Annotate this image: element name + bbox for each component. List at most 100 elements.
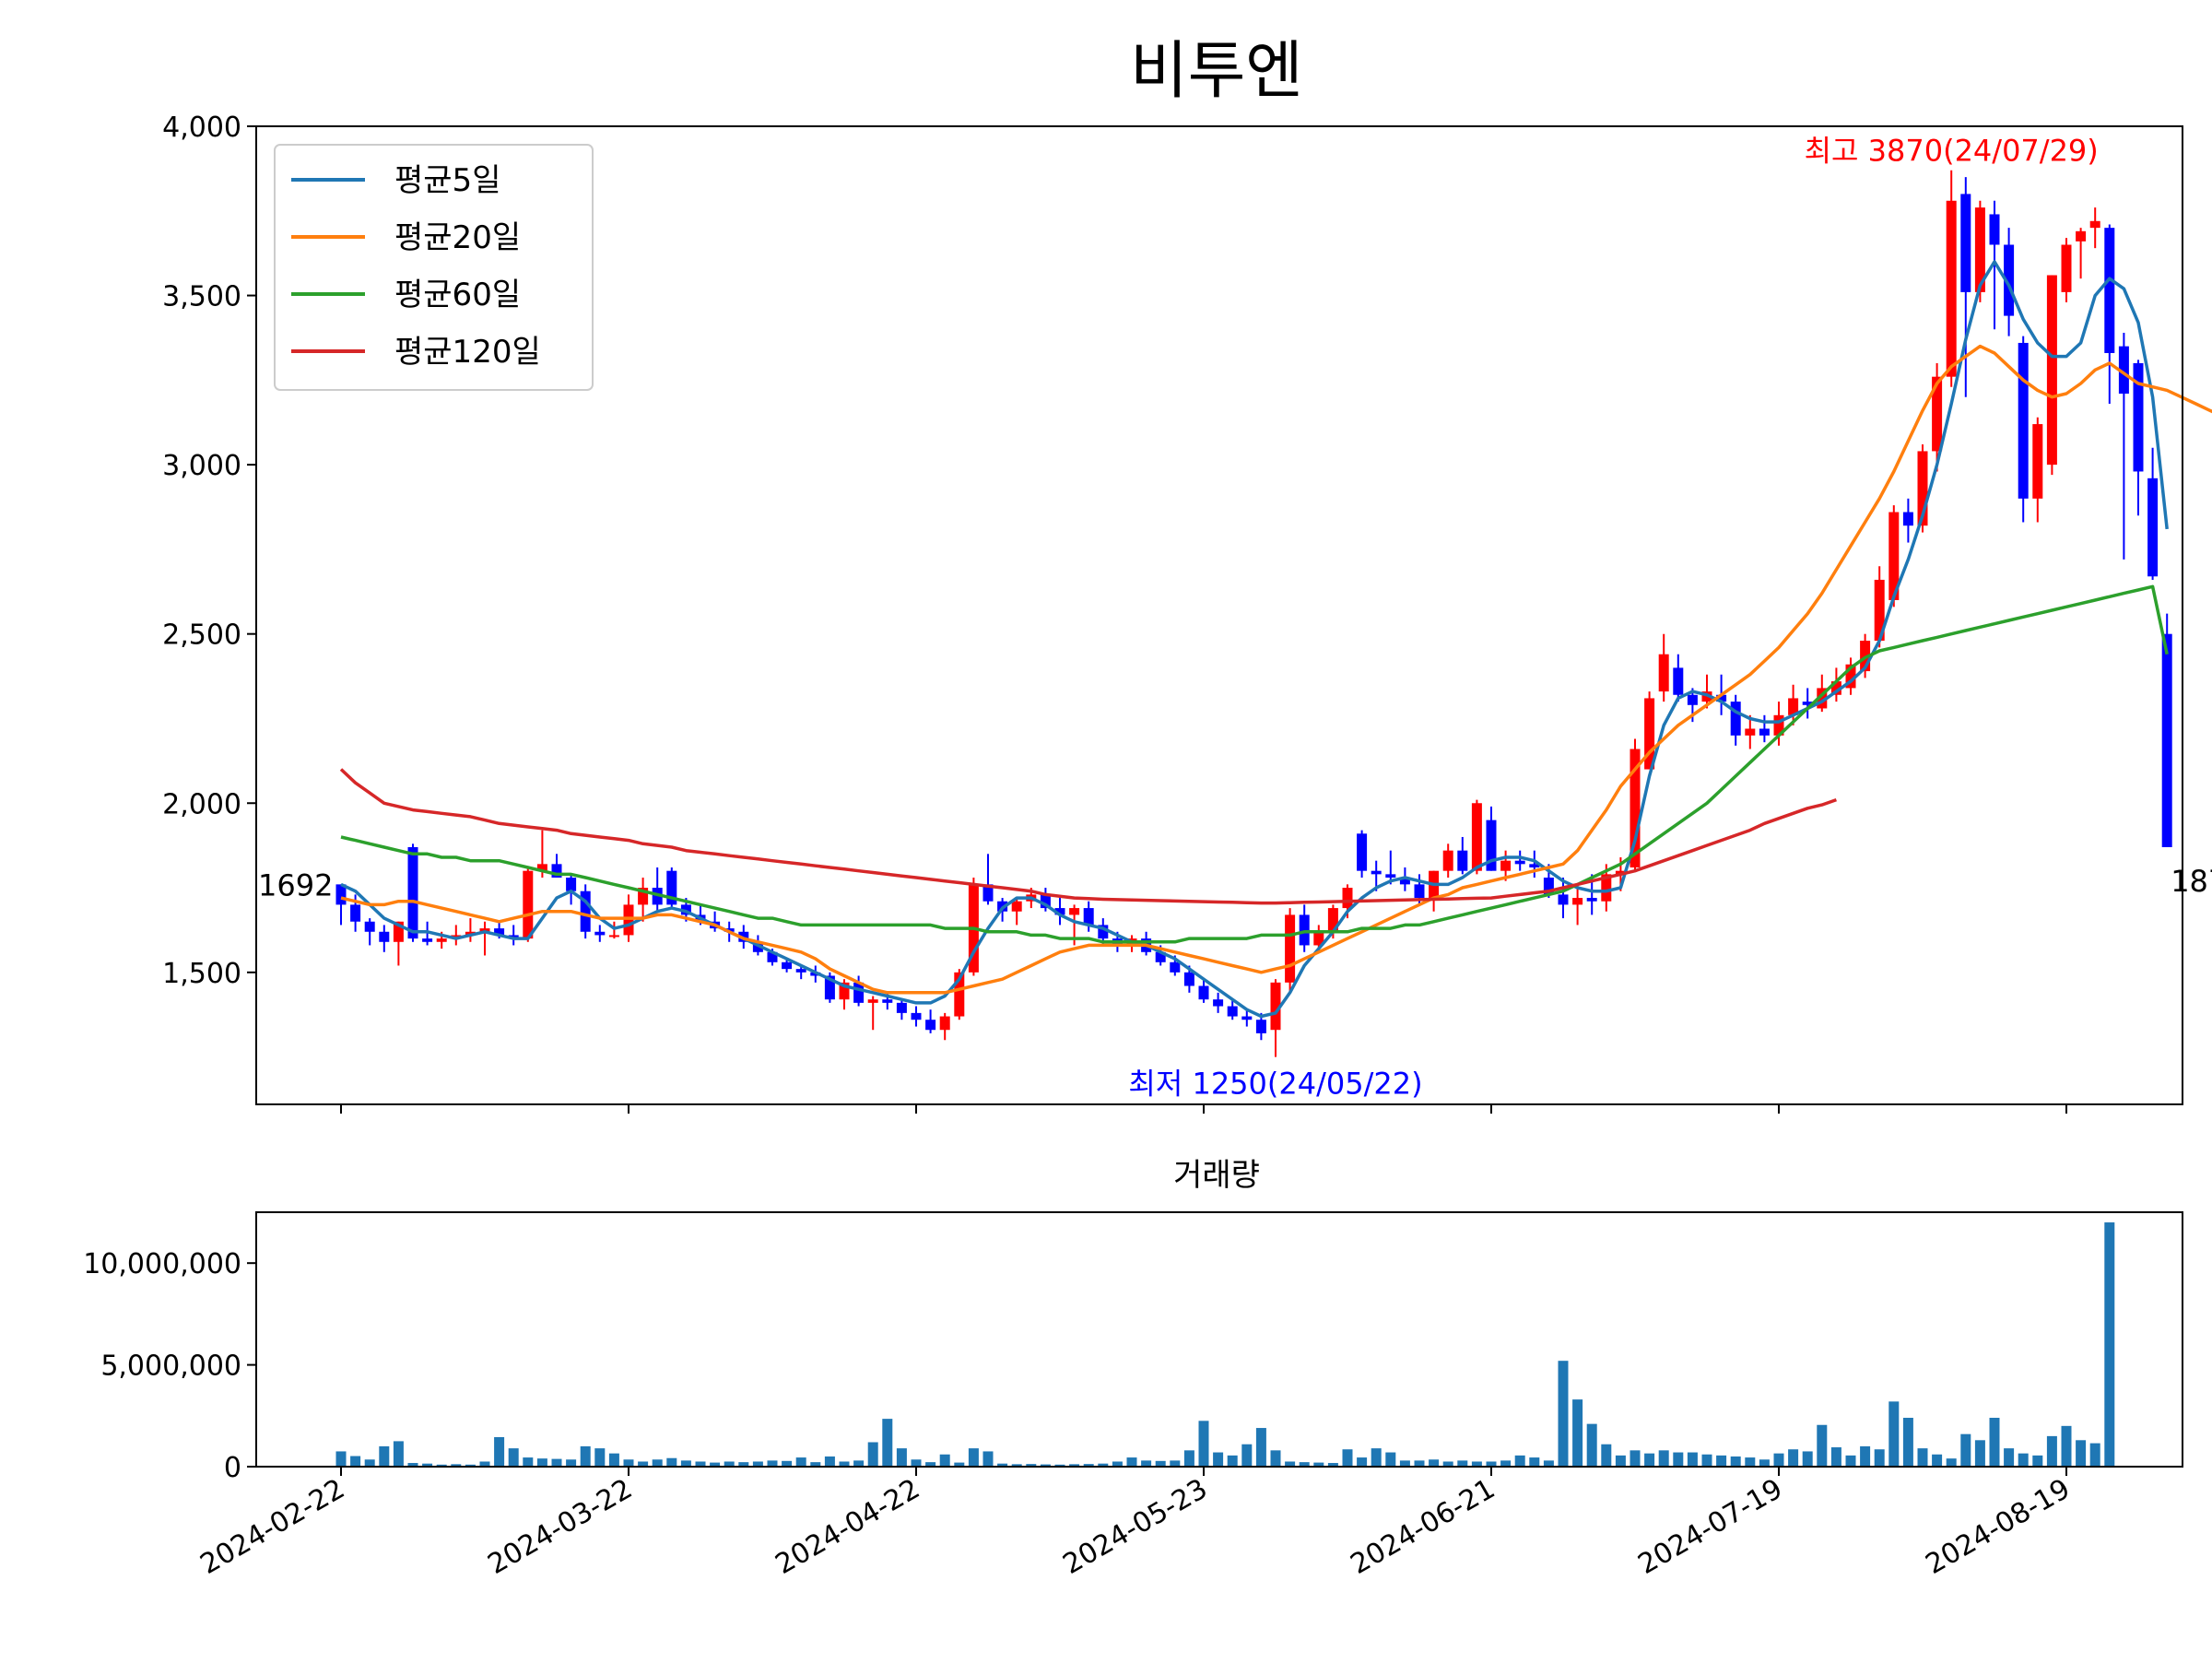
candle-body xyxy=(1817,688,1828,709)
volume-bar xyxy=(623,1459,634,1467)
volume-bar xyxy=(824,1456,835,1467)
price-axes-frame xyxy=(255,125,2183,1105)
volume-bar xyxy=(1802,1451,1813,1467)
candle-body xyxy=(1902,512,1913,526)
volume-bar xyxy=(1615,1455,1626,1467)
volume-bar xyxy=(536,1458,547,1467)
volume-bar xyxy=(508,1448,519,1467)
candle-body xyxy=(1773,714,1784,736)
candle-body xyxy=(795,969,806,973)
volume-bar xyxy=(795,1457,806,1467)
volume-bar xyxy=(1285,1461,1296,1467)
xtick-label: 2024-04-22 xyxy=(771,1473,925,1581)
volume-bar xyxy=(594,1448,606,1467)
volume-bar xyxy=(997,1463,1008,1467)
volume-bar xyxy=(479,1461,490,1467)
candle-body xyxy=(1285,914,1296,983)
candle-body xyxy=(1558,894,1569,905)
candle-body xyxy=(1040,894,1051,909)
candle-body xyxy=(479,928,490,932)
candle-body xyxy=(2147,478,2159,577)
volume-bar xyxy=(1974,1440,1985,1467)
volume-bar xyxy=(1442,1461,1453,1467)
candle-body xyxy=(2032,424,2043,499)
candle-body xyxy=(1644,698,1655,770)
candle-body xyxy=(1255,1020,1266,1033)
volume-bar xyxy=(551,1458,562,1467)
volume-bar xyxy=(1500,1460,1512,1467)
candle-body xyxy=(1888,512,1900,600)
legend-label: 평균20일 xyxy=(394,219,521,256)
volume-bar xyxy=(580,1445,591,1467)
volume-bar xyxy=(1399,1460,1410,1467)
volume-bar xyxy=(1902,1418,1913,1467)
volume-bar xyxy=(1745,1457,1756,1467)
candle-body xyxy=(1299,914,1310,946)
volume-bar xyxy=(1183,1450,1194,1467)
volume-bar xyxy=(2018,1453,2029,1467)
volume-bar xyxy=(1198,1421,1209,1467)
candle-body xyxy=(1170,961,1181,973)
volume-bar xyxy=(1917,1448,1928,1467)
candle-body xyxy=(1098,925,1109,939)
volume-bar xyxy=(724,1461,735,1467)
volume-bar xyxy=(666,1457,677,1467)
volume-bar xyxy=(1716,1455,1727,1467)
price-ytick-label: 2,000 xyxy=(162,788,241,820)
volume-bar xyxy=(1817,1424,1828,1467)
candle-body xyxy=(566,878,577,891)
candle-body xyxy=(982,884,994,902)
candle-body xyxy=(1486,820,1497,871)
volume-bar xyxy=(652,1459,663,1467)
volume-bar xyxy=(393,1441,404,1467)
candle-body xyxy=(2018,342,2029,499)
volume-bar xyxy=(1327,1463,1338,1467)
volume-bar xyxy=(407,1463,418,1467)
candle-body xyxy=(436,938,447,942)
candle-body xyxy=(1011,901,1022,912)
volume-bar xyxy=(451,1464,462,1467)
volume-bar xyxy=(1414,1460,1425,1467)
volume-bar xyxy=(1371,1448,1382,1467)
volume-bar xyxy=(1529,1457,1540,1467)
volume-bar xyxy=(1471,1461,1482,1467)
candle-body xyxy=(580,890,591,932)
volume-bar xyxy=(1701,1454,1712,1467)
volume-bar xyxy=(1586,1423,1597,1467)
candle-body xyxy=(1960,194,1971,292)
price-ytick-label: 3,500 xyxy=(162,281,241,313)
candle-body xyxy=(1917,451,1928,526)
candle-body xyxy=(680,904,691,915)
volume-bar xyxy=(638,1461,649,1467)
candle-body xyxy=(1615,870,1626,875)
volume-bar xyxy=(1069,1464,1080,1467)
volume-bar xyxy=(1026,1464,1037,1467)
high-annotation: 최고 3870(24/07/29) xyxy=(1805,134,2099,169)
candle-body xyxy=(1974,207,1985,292)
candle-body xyxy=(2133,362,2144,472)
candle-body xyxy=(652,888,663,905)
candle-body xyxy=(1572,898,1583,905)
candle-body xyxy=(1658,654,1669,692)
volume-axes-frame xyxy=(255,1211,2183,1468)
volume-bar xyxy=(839,1461,850,1467)
candle-body xyxy=(666,870,677,905)
candle-body xyxy=(422,938,433,942)
price-ytick-label: 3,000 xyxy=(162,450,241,482)
volume-bar xyxy=(1687,1452,1698,1467)
volume-bar xyxy=(1011,1464,1022,1467)
candle-body xyxy=(925,1020,936,1031)
price-ytick-label: 4,000 xyxy=(162,112,241,144)
candle-body xyxy=(1630,749,1641,868)
xtick-label: 2024-02-22 xyxy=(195,1473,350,1581)
candle-body xyxy=(451,935,462,939)
volume-bar xyxy=(422,1463,433,1467)
candle-body xyxy=(2061,244,2072,292)
candle-body xyxy=(536,864,547,871)
candle-body xyxy=(2046,275,2057,466)
candle-body xyxy=(1270,982,1281,1031)
candle-body xyxy=(2089,220,2100,229)
volume-bar xyxy=(1630,1450,1641,1467)
candle-body xyxy=(1227,1006,1238,1017)
